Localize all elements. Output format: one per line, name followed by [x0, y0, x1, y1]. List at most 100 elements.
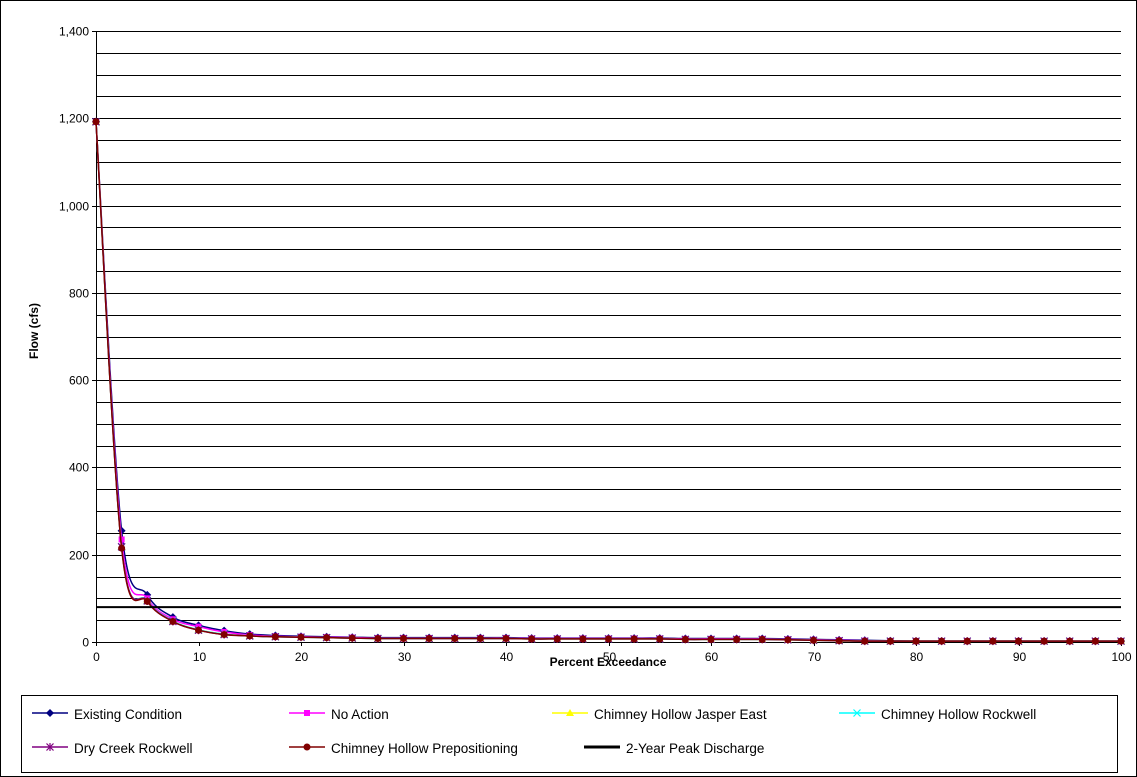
y-tick-label: 1,000: [59, 200, 89, 214]
data-point: [348, 634, 356, 642]
series-layer: [92, 117, 1125, 646]
legend-item-chimney-hollow-jasper-east: Chimney Hollow Jasper East: [550, 704, 767, 724]
series-chimney-hollow-prepositioning: [92, 118, 1125, 645]
legend-label: 2-Year Peak Discharge: [626, 740, 765, 756]
data-point: [246, 632, 254, 640]
data-point: [707, 635, 715, 643]
data-point: [656, 635, 664, 643]
data-point: [989, 637, 997, 645]
x-tick-label: 30: [398, 650, 412, 664]
legend-swatch-existing-condition: [30, 707, 74, 722]
data-point: [118, 536, 125, 543]
data-point: [425, 635, 433, 643]
y-tick-label: 1,400: [59, 25, 89, 39]
gridlines: [96, 31, 1121, 643]
data-point: [528, 635, 536, 643]
data-point: [938, 637, 946, 645]
legend-swatch-2-year-peak-discharge: [582, 741, 626, 756]
data-point: [1117, 637, 1125, 645]
x-tick-label: 50: [603, 650, 617, 664]
data-point: [220, 631, 228, 639]
legend-swatch-marker: [566, 708, 574, 716]
y-tick-label: 400: [69, 461, 89, 475]
y-tick-label: 1,200: [59, 112, 89, 126]
chart-svg: 0 200 400 600 800 1,000 1,200 1,400 0 10 20 30 40 50 6…: [27, 25, 1132, 670]
legend-label: Chimney Hollow Prepositioning: [331, 740, 518, 756]
data-point: [476, 635, 484, 643]
data-point: [451, 635, 459, 643]
legend-item-2-year-peak-discharge: 2-Year Peak Discharge: [582, 738, 764, 758]
y-axis-title: Flow (cfs): [27, 303, 41, 359]
x-tick-label: 100: [1111, 650, 1131, 664]
legend-swatch-chimney-hollow-rockwell: [837, 707, 881, 722]
x-tick-label: 20: [295, 650, 309, 664]
legend-swatch-graphic: [552, 708, 588, 716]
data-point: [810, 636, 817, 644]
legend-swatch-chimney-hollow-prepositioning: [287, 741, 331, 756]
legend-label: Dry Creek Rockwell: [74, 740, 193, 756]
data-point: [374, 635, 382, 643]
series-no-action: [93, 118, 1124, 645]
legend-swatch-marker: [853, 708, 861, 717]
series-dry-creek-rockwell: [92, 117, 1125, 646]
series-line-chimney-hollow-rockwell: [95, 121, 1121, 642]
legend-item-existing-condition: Existing Condition: [30, 704, 182, 724]
data-point: [169, 617, 177, 625]
y-tick-label: 600: [69, 374, 89, 388]
y-tick-label: 0: [82, 636, 89, 650]
data-point: [835, 637, 843, 645]
legend-swatch-marker: [303, 743, 311, 750]
legend-swatch-graphic: [289, 709, 325, 716]
data-point: [579, 635, 587, 643]
data-point: [630, 635, 638, 643]
legend-label: Chimney Hollow Rockwell: [881, 706, 1037, 722]
x-tick-label: 70: [808, 650, 822, 664]
series-line-dry-creek-rockwell: [95, 121, 1121, 642]
legend-item-dry-creek-rockwell: Dry Creek Rockwell: [30, 738, 193, 758]
data-point: [733, 635, 741, 643]
x-tick-label: 60: [705, 650, 719, 664]
legend: Existing Condition No Action Chimney Hol…: [21, 695, 1118, 773]
x-axis-title: Percent Exceedance: [550, 655, 667, 669]
legend-item-chimney-hollow-prepositioning: Chimney Hollow Prepositioning: [287, 738, 518, 758]
legend-swatch-graphic: [289, 743, 325, 750]
legend-swatch-graphic: [32, 708, 68, 717]
legend-item-no-action: No Action: [287, 704, 389, 724]
legend-swatch-graphic: [32, 742, 68, 751]
axis-ticks: 0 200 400 600 800 1,000 1,200 1,400 0 10 20 30 40 50 6…: [59, 25, 1132, 665]
legend-swatch-marker: [46, 708, 54, 717]
series-line-existing-condition: [95, 121, 1121, 642]
y-tick-label: 800: [69, 287, 89, 301]
data-point: [886, 637, 894, 645]
data-point: [1091, 637, 1099, 645]
data-point: [681, 635, 689, 643]
data-point: [605, 635, 612, 643]
series-line-chimney-hollow-prepositioning: [95, 121, 1121, 642]
data-point: [1040, 637, 1048, 645]
data-point: [118, 544, 126, 552]
data-point: [758, 635, 766, 643]
data-point: [963, 637, 971, 645]
legend-label: Chimney Hollow Jasper East: [594, 706, 767, 722]
legend-item-chimney-hollow-rockwell: Chimney Hollow Rockwell: [837, 704, 1036, 724]
data-point: [323, 634, 331, 642]
data-point: [912, 637, 920, 645]
data-point: [553, 635, 561, 643]
data-point: [297, 633, 305, 641]
legend-swatch-graphic: [839, 708, 875, 717]
legend-swatch-chimney-hollow-jasper-east: [550, 707, 594, 722]
data-point: [861, 637, 869, 645]
legend-label: No Action: [331, 706, 389, 722]
x-tick-label: 90: [1013, 650, 1027, 664]
series-line-no-action: [95, 121, 1121, 642]
legend-swatch-graphic: [584, 745, 620, 748]
series-existing-condition: [92, 117, 1125, 646]
legend-swatch-no-action: [287, 707, 331, 722]
data-point: [502, 635, 510, 643]
x-tick-label: 0: [93, 650, 100, 664]
legend-swatch-marker: [304, 709, 310, 716]
y-tick-label: 200: [69, 549, 89, 563]
data-point: [195, 626, 202, 634]
legend-swatch-dry-creek-rockwell: [30, 741, 74, 756]
